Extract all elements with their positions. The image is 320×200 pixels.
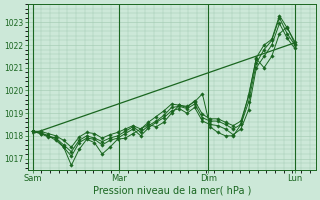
X-axis label: Pression niveau de la mer( hPa ): Pression niveau de la mer( hPa ): [92, 186, 251, 196]
